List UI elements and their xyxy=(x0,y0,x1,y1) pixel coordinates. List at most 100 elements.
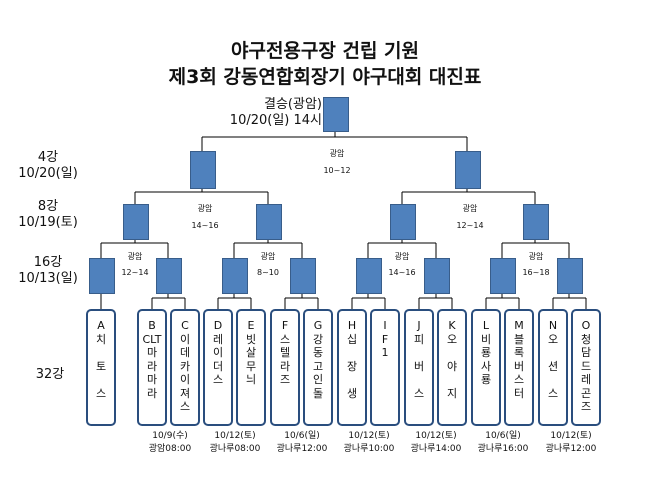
r16-node-5 xyxy=(356,258,382,294)
team-box-b: B CLT 마 라 마 라 xyxy=(137,309,167,426)
round-16-name: 16강 xyxy=(33,255,63,270)
quarter-node-4 xyxy=(523,204,549,240)
quarter-label-left: 광암 14~16 xyxy=(183,203,227,231)
team-letter: D xyxy=(213,319,223,332)
team-letter: I xyxy=(383,319,387,332)
r16-label-2: 광암 8~10 xyxy=(246,251,290,278)
r16-node-8 xyxy=(557,258,583,294)
semi-time: 10~12 xyxy=(323,166,351,175)
r32-schedule-5-venue: 광나루14:00 xyxy=(410,444,462,454)
r16-label-2-time: 8~10 xyxy=(257,268,279,277)
round-4-name: 4강 xyxy=(37,150,59,165)
final-node xyxy=(323,97,349,132)
team-letter: K xyxy=(448,319,456,332)
semi-node-left xyxy=(190,151,216,189)
quarter-node-1 xyxy=(123,204,149,240)
r16-node-2 xyxy=(156,258,182,294)
r16-label-2-venue: 광암 xyxy=(260,252,276,261)
r32-schedule-7-venue: 광나루12:00 xyxy=(545,444,597,454)
team-box-k: K 오 야 지 xyxy=(437,309,467,426)
team-box-j: J 피 버 스 xyxy=(404,309,434,426)
r16-label-4-time: 16~18 xyxy=(522,268,550,277)
team-letter: H xyxy=(347,319,357,332)
team-letter: G xyxy=(313,319,323,332)
round-label-16: 16강 10/13(일) xyxy=(8,255,88,287)
round-32-name: 32강 xyxy=(35,367,65,382)
r32-schedule-6-date: 10/6(일) xyxy=(485,431,521,441)
r32-schedule-4: 10/12(토) 광나루10:00 xyxy=(338,430,400,456)
team-name: 오 션 스 xyxy=(547,332,559,400)
r32-schedule-5: 10/12(토) 광나루14:00 xyxy=(405,430,467,456)
quarter-right-venue: 광암 xyxy=(462,204,478,213)
team-name: 십 장 생 xyxy=(346,332,358,400)
r16-label-4: 광암 16~18 xyxy=(514,251,558,278)
final-label: 결승(광암) 10/20(일) 14시 xyxy=(222,97,322,129)
r16-label-3-venue: 광암 xyxy=(394,252,410,261)
round-8-name: 8강 xyxy=(37,199,59,214)
r16-label-3: 광암 14~16 xyxy=(380,251,424,278)
quarter-label-right: 광암 12~14 xyxy=(448,203,492,231)
r16-node-6 xyxy=(424,258,450,294)
team-letter: E xyxy=(247,319,255,332)
title-line-1: 야구전용구장 건립 기원 xyxy=(230,40,420,62)
semi-match-label: 광암 10~12 xyxy=(315,148,359,176)
round-4-date: 10/20(일) xyxy=(18,166,78,181)
r16-label-1-venue: 광암 xyxy=(127,252,143,261)
quarter-right-time: 12~14 xyxy=(456,221,484,230)
round-label-4: 4강 10/20(일) xyxy=(8,150,88,182)
semi-node-right xyxy=(455,151,481,189)
quarter-left-venue: 광암 xyxy=(197,204,213,213)
team-name: 치 토 스 xyxy=(95,332,107,400)
team-letter: B xyxy=(148,319,156,332)
r32-schedule-2-date: 10/12(토) xyxy=(214,431,256,441)
r16-node-3 xyxy=(222,258,248,294)
r32-schedule-7-date: 10/12(토) xyxy=(550,431,592,441)
team-letter: F xyxy=(281,319,289,332)
r16-label-1-time: 12~14 xyxy=(121,268,149,277)
r16-label-4-venue: 광암 xyxy=(528,252,544,261)
quarter-node-2 xyxy=(256,204,282,240)
team-letter: L xyxy=(482,319,490,332)
r32-schedule-5-date: 10/12(토) xyxy=(415,431,457,441)
quarter-node-3 xyxy=(390,204,416,240)
team-letter: O xyxy=(581,319,591,332)
round-label-32: 32강 xyxy=(20,367,80,383)
team-name: 피 버 스 xyxy=(413,332,425,400)
r16-node-4 xyxy=(290,258,316,294)
r32-schedule-1-date: 10/9(수) xyxy=(152,431,188,441)
r16-node-1 xyxy=(89,258,115,294)
team-name: CLT 마 라 마 라 xyxy=(142,332,162,400)
r32-schedule-4-venue: 광나루10:00 xyxy=(343,444,395,454)
round-8-date: 10/19(토) xyxy=(18,215,78,230)
r32-schedule-1: 10/9(수) 광암08:00 xyxy=(142,430,198,456)
team-letter: M xyxy=(514,319,524,332)
round-16-date: 10/13(일) xyxy=(18,271,78,286)
r16-label-1: 광암 12~14 xyxy=(113,251,157,278)
team-name: 오 야 지 xyxy=(446,332,458,400)
r16-label-3-time: 14~16 xyxy=(388,268,416,277)
r32-schedule-7: 10/12(토) 광나루12:00 xyxy=(540,430,602,456)
r32-schedule-3: 10/6(일) 광나루12:00 xyxy=(271,430,333,456)
r32-schedule-6: 10/6(일) 광나루16:00 xyxy=(472,430,534,456)
r16-node-7 xyxy=(490,258,516,294)
title-line-2: 제3회 강동연합회장기 야구대회 대진표 xyxy=(168,66,482,88)
r32-schedule-1-venue: 광암08:00 xyxy=(148,444,192,454)
team-box-n: N 오 션 스 xyxy=(538,309,568,426)
